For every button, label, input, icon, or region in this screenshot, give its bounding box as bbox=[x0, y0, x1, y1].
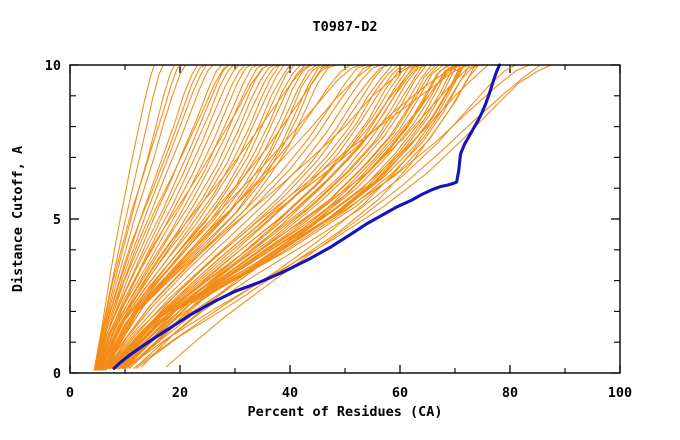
series-line-other bbox=[106, 64, 385, 369]
series-line-other bbox=[95, 64, 206, 370]
series-line-other bbox=[99, 64, 290, 371]
series-line-other bbox=[96, 64, 231, 370]
x-tick-label: 40 bbox=[282, 385, 298, 401]
series-line-other bbox=[99, 64, 301, 371]
series-line-other bbox=[135, 64, 487, 369]
plot-frame bbox=[69, 64, 621, 374]
data-series-layer bbox=[93, 63, 552, 371]
x-tick-label: 0 bbox=[66, 385, 74, 401]
series-line-other bbox=[97, 64, 240, 371]
series-line-other bbox=[95, 64, 199, 371]
x-tick-label: 80 bbox=[502, 385, 518, 401]
series-line-other bbox=[123, 64, 463, 368]
series-line-other bbox=[107, 64, 401, 369]
series-line-other bbox=[105, 64, 343, 371]
series-line-other bbox=[94, 64, 165, 371]
chart-title: T0987-D2 bbox=[312, 19, 377, 35]
series-line-other bbox=[105, 64, 382, 369]
series-line-other bbox=[107, 64, 423, 369]
series-line-other bbox=[96, 64, 246, 371]
series-line-other bbox=[95, 64, 234, 371]
x-axis-label: Percent of Residues (CA) bbox=[247, 404, 442, 420]
series-line-other bbox=[101, 64, 307, 371]
series-line-other bbox=[132, 64, 480, 369]
series-line-other bbox=[118, 64, 530, 368]
series-line-other bbox=[111, 64, 426, 369]
y-tick-label: 5 bbox=[53, 212, 61, 228]
series-line-other bbox=[116, 64, 467, 369]
series-line-other bbox=[105, 64, 394, 369]
series-line-other bbox=[101, 64, 313, 370]
y-axis-label: Distance Cutoff, A bbox=[10, 146, 26, 292]
series-line-other bbox=[93, 64, 155, 371]
series-line-other bbox=[118, 64, 420, 369]
series-line-other bbox=[105, 64, 361, 370]
series-line-other bbox=[94, 64, 187, 371]
axis-tick-labels: 0 20 40 60 80 100 0 5 10 bbox=[45, 58, 632, 401]
series-line-other bbox=[94, 64, 214, 371]
series-line-other bbox=[106, 64, 389, 369]
series-line-other bbox=[102, 64, 317, 371]
series-line-other bbox=[165, 64, 541, 368]
series-line-other bbox=[94, 64, 183, 370]
series-line-other bbox=[135, 64, 517, 368]
series-line-other bbox=[98, 64, 271, 370]
series-line-other bbox=[100, 64, 332, 369]
series-line-other bbox=[96, 64, 223, 371]
series-line-other bbox=[96, 64, 264, 371]
series-line-other bbox=[127, 64, 552, 368]
series-line-highlight bbox=[112, 63, 502, 370]
series-line-other bbox=[94, 64, 176, 371]
series-line-other bbox=[103, 64, 323, 371]
x-tick-label: 60 bbox=[392, 385, 408, 401]
series-line-other bbox=[99, 64, 270, 371]
y-tick-label: 0 bbox=[53, 366, 61, 382]
x-tick-label: 20 bbox=[172, 385, 188, 401]
y-tick-label: 10 bbox=[45, 58, 61, 74]
x-tick-label: 100 bbox=[608, 385, 632, 401]
